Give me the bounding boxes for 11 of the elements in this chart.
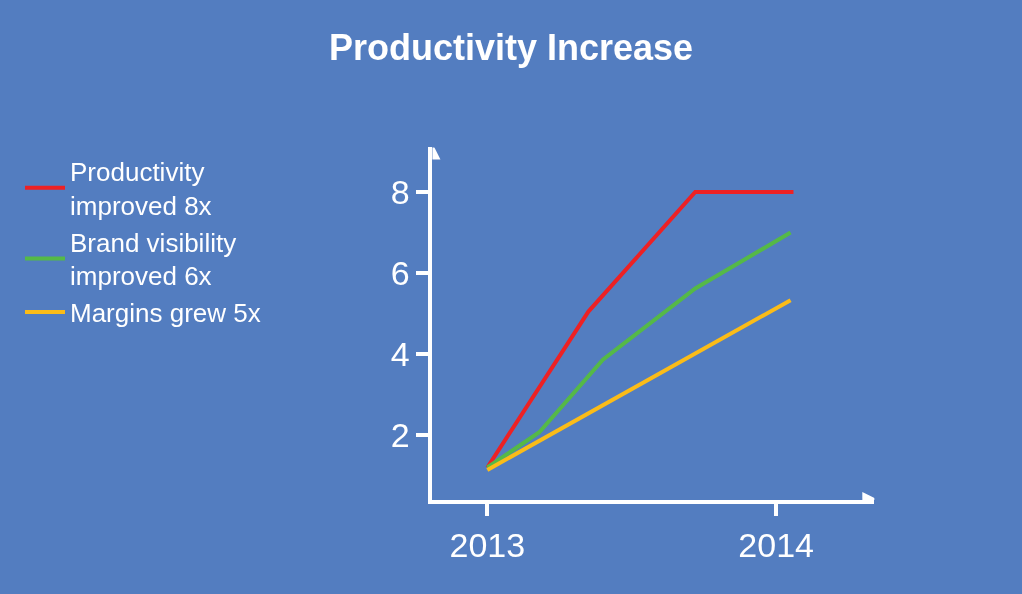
y-tick-label: 2 xyxy=(390,416,410,454)
chart-title: Productivity Increase xyxy=(328,27,694,69)
y-tick-label: 8 xyxy=(390,172,410,211)
legend-label: Productivity improved 8x xyxy=(70,157,212,221)
y-tick-label: 6 xyxy=(390,253,410,292)
x-tick-label: 2014 xyxy=(738,525,814,564)
legend-label: Margins grew 5x xyxy=(70,298,261,329)
y-tick-label: 4 xyxy=(390,334,410,373)
x-tick-label: 2013 xyxy=(449,525,526,564)
legend-label: Brand visibility improved 6x xyxy=(70,227,237,292)
line-series xyxy=(485,230,793,470)
